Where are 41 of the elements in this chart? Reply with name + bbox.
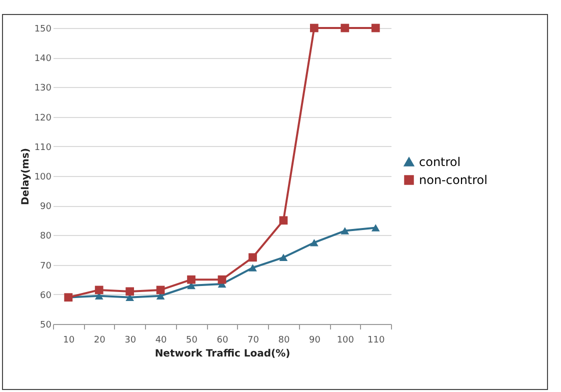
legend-label: non-control (419, 173, 488, 187)
y-tick-label: 120 (34, 113, 52, 124)
y-tick-label: 70 (40, 261, 52, 272)
x-tick-label: 10 (63, 336, 75, 346)
y-tick-label: 140 (34, 54, 52, 64)
point (310, 24, 318, 32)
point (187, 275, 196, 284)
x-tick-label: 80 (278, 336, 290, 346)
y-tick-label: 130 (34, 84, 52, 94)
y-tick-label: 100 (34, 172, 52, 182)
point (126, 287, 134, 296)
y-tick-label: 90 (40, 202, 52, 212)
y-tick-label: 60 (40, 290, 52, 301)
point (371, 24, 380, 32)
point (248, 264, 257, 272)
x-axis-title: Network Traffic Load(%) (154, 348, 290, 360)
x-tick-label: 90 (308, 336, 321, 346)
y-tick-label: 50 (40, 320, 52, 330)
x-tick-label: 40 (155, 336, 168, 346)
x-tick-label: 60 (216, 336, 228, 346)
point (156, 286, 165, 294)
y-tick-label: 150 (34, 24, 52, 34)
x-tick-label: 30 (124, 336, 136, 346)
y-tick-label: 110 (34, 142, 52, 153)
point (218, 275, 226, 284)
point (371, 224, 380, 232)
point (340, 227, 350, 234)
point (279, 254, 288, 262)
x-tick-label: 70 (248, 336, 260, 346)
point (310, 238, 318, 246)
legend-label: control (419, 155, 461, 169)
point (279, 216, 288, 225)
point (94, 286, 104, 294)
y-axis-title: Delay(ms) (20, 148, 32, 205)
x-tick-label: 20 (94, 336, 106, 346)
x-tick-label: 100 (336, 336, 354, 346)
point (248, 253, 257, 262)
y-tick-label: 80 (40, 232, 52, 242)
point (340, 24, 350, 32)
x-tick-label: 110 (368, 336, 385, 346)
x-tick-label: 50 (186, 336, 198, 346)
